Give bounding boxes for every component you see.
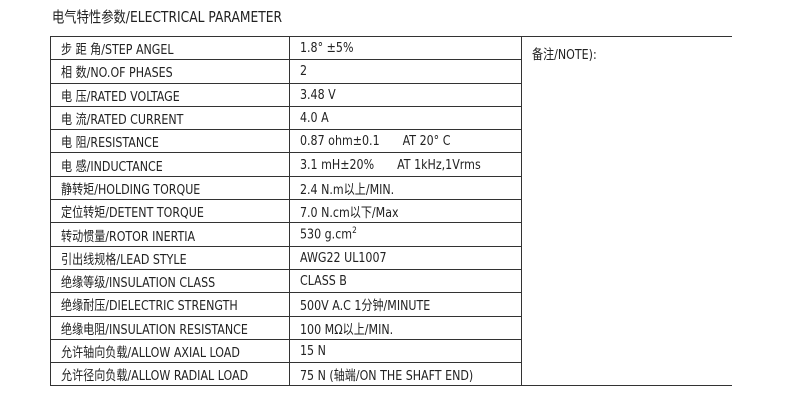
parameter-condition: AT 1kHz,1Vrms xyxy=(397,156,481,173)
table-row: 定位转矩/DETENT TORQUE 7.0 N.cm以下/Max xyxy=(49,199,732,224)
parameter-name-cell: 定位转矩/DETENT TORQUE xyxy=(49,199,291,224)
parameter-condition: AT 20° C xyxy=(402,133,451,150)
parameter-value-cell: 7.0 N.cm以下/Max xyxy=(289,199,522,224)
parameter-value: 75 N (轴端/ON THE SHAFT END) xyxy=(300,368,474,385)
parameter-name-cell: 电 压/RATED VOLTAGE xyxy=(49,82,291,107)
superscript: 2 xyxy=(352,226,357,237)
parameter-value-cell: 2 xyxy=(289,59,522,84)
parameter-name-cell: 电 阻/RESISTANCE xyxy=(49,129,291,154)
table-row: 转动惯量/ROTOR INERTIA 530 g.cm2 xyxy=(49,222,732,247)
parameter-value-cell: 530 g.cm2 xyxy=(289,222,522,247)
parameter-value-cell: 4.0 A xyxy=(289,105,522,131)
parameter-value: 530 g.cm xyxy=(300,226,353,243)
parameter-value: 3.1 mH±20% xyxy=(300,156,375,173)
parameter-name-cell: 步 距 角/STEP ANGEL xyxy=(49,35,291,61)
table-row: 绝缘电阻/INSULATION RESISTANCE 100 MΩ以上/MIN. xyxy=(49,315,732,340)
parameter-value: 3.48 V xyxy=(300,86,336,103)
parameter-value: 1.8° ±5% xyxy=(300,40,354,57)
parameter-value: 2 xyxy=(300,63,308,80)
table-row: 允许径向负载/ALLOW RADIAL LOAD 75 N (轴端/ON THE … xyxy=(49,362,732,387)
parameter-value-cell: 100 MΩ以上/MIN. xyxy=(289,315,522,340)
parameter-name-cell: 绝缘电阻/INSULATION RESISTANCE xyxy=(49,315,291,340)
section-title: 电气特性参数/ELECTRICAL PARAMETER xyxy=(52,8,283,26)
parameter-name-cell: 绝缘等级/INSULATION CLASS xyxy=(49,268,291,294)
parameter-name-cell: 电 流/RATED CURRENT xyxy=(49,105,291,131)
parameter-name-cell: 允许径向负载/ALLOW RADIAL LOAD xyxy=(49,362,291,387)
parameter-name-cell: 转动惯量/ROTOR INERTIA xyxy=(49,222,291,247)
parameter-value-cell: 500V A.C 1分钟/MINUTE xyxy=(289,292,522,317)
parameter-value: 15 N xyxy=(300,343,327,359)
parameter-value-cell: 75 N (轴端/ON THE SHAFT END) xyxy=(289,362,522,387)
table-row: 电 阻/RESISTANCE 0.87 ohm±0.1 AT 20° C xyxy=(49,129,732,154)
parameter-value: 0.87 ohm±0.1 xyxy=(300,133,380,150)
parameter-name-cell: 允许轴向负载/ALLOW AXIAL LOAD xyxy=(49,338,291,364)
parameter-value-cell: 3.48 V xyxy=(289,82,522,107)
parameter-value-cell: CLASS B xyxy=(289,268,522,294)
parameter-name-cell: 静转矩/HOLDING TORQUE xyxy=(49,175,291,201)
parameter-value: 7.0 N.cm以下/Max xyxy=(300,205,399,222)
parameter-value-cell: AWG22 UL1007 xyxy=(289,245,522,270)
parameter-value: CLASS B xyxy=(300,273,348,290)
parameter-value-cell: 1.8° ±5% xyxy=(289,35,522,61)
table-row: 绝缘等级/INSULATION CLASS CLASS B xyxy=(49,268,732,294)
note-cell: 备注/NOTE): xyxy=(520,35,732,387)
table-row: 引出线规格/LEAD STYLE AWG22 UL1007 xyxy=(49,245,732,270)
table-row: 电 流/RATED CURRENT 4.0 A xyxy=(49,105,732,131)
parameter-value: AWG22 UL1007 xyxy=(300,249,387,266)
electrical-parameter-table: 步 距 角/STEP ANGEL 1.8° ±5% 备注/NOTE): 相 数/NO.… xyxy=(49,35,732,387)
parameter-value-cell: 0.87 ohm±0.1 AT 20° C xyxy=(289,129,522,154)
parameter-name-cell: 电 感/INDUCTANCE xyxy=(49,152,291,177)
parameter-value-cell: 2.4 N.m以上/MIN. xyxy=(289,175,522,201)
note-label: 备注/NOTE): xyxy=(531,47,597,63)
parameter-name-cell: 引出线规格/LEAD STYLE xyxy=(49,245,291,270)
parameter-value: 500V A.C 1分钟/MINUTE xyxy=(300,298,431,315)
table-row: 静转矩/HOLDING TORQUE 2.4 N.m以上/MIN. xyxy=(49,175,732,201)
parameter-value: 4.0 A xyxy=(300,110,329,127)
parameter-value: 2.4 N.m以上/MIN. xyxy=(300,181,395,198)
parameter-value-cell: 3.1 mH±20% AT 1kHz,1Vrms xyxy=(289,152,522,177)
table-row: 相 数/NO.OF PHASES 2 xyxy=(49,59,732,84)
table-row: 电 感/INDUCTANCE 3.1 mH±20% AT 1kHz,1Vrms xyxy=(49,152,732,177)
parameter-value: 100 MΩ以上/MIN. xyxy=(300,321,394,338)
parameter-name-cell: 绝缘耐压/DIELECTRIC STRENGTH xyxy=(49,292,291,317)
table-row: 步 距 角/STEP ANGEL 1.8° ±5% 备注/NOTE): xyxy=(49,35,732,387)
parameter-value-cell: 15 N xyxy=(289,338,522,364)
parameter-name-cell: 相 数/NO.OF PHASES xyxy=(49,59,291,84)
